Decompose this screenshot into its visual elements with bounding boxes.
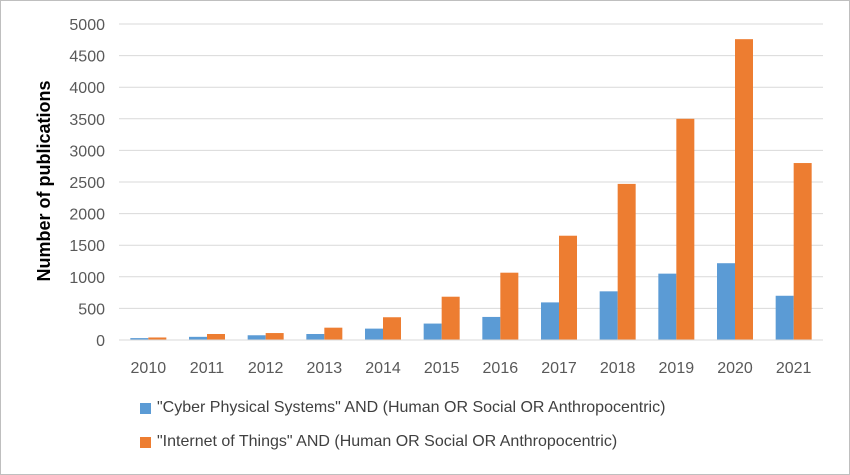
bar-iot-2015 xyxy=(441,296,460,340)
bar-cps-2010 xyxy=(130,338,149,340)
legend-item-iot: "Internet of Things" AND (Human OR Socia… xyxy=(140,433,617,451)
bar-iot-2018 xyxy=(617,183,636,340)
legend-label-iot: "Internet of Things" AND (Human OR Socia… xyxy=(157,433,618,450)
bar-iot-2014 xyxy=(383,317,401,340)
bar-cps-2012 xyxy=(247,335,266,340)
x-tick-label: 2020 xyxy=(717,360,753,377)
x-axis-ticks: 2010 2011 2012 2013 2014 2015 2016 2017 2018 2019… xyxy=(131,360,812,377)
bar-cps-2015 xyxy=(423,323,442,340)
y-tick-label: 2500 xyxy=(69,175,105,192)
y-tick-label: 2000 xyxy=(69,207,105,224)
y-axis-label: Number of publications xyxy=(34,80,54,281)
legend-swatch-iot xyxy=(140,436,151,448)
y-tick-label: 500 xyxy=(78,301,105,318)
bar-cps-2019 xyxy=(658,273,677,340)
x-tick-label: 2021 xyxy=(776,360,812,377)
bar-cps-2013 xyxy=(306,333,325,340)
bar-iot-2021 xyxy=(793,163,812,340)
bar-iot-2017 xyxy=(559,235,577,340)
y-tick-label: 1500 xyxy=(69,238,105,255)
gridlines xyxy=(119,23,823,309)
bar-cps-2017 xyxy=(541,302,559,340)
x-tick-label: 2017 xyxy=(541,360,577,377)
bar-cps-2014 xyxy=(365,328,383,340)
y-axis-ticks: 0 500 1000 1500 2000 2500 3000 3500 4000 4500 5000 xyxy=(69,17,105,350)
y-tick-label: 5000 xyxy=(69,17,105,34)
legend-item-cps: "Cyber Physical Systems" AND (Human OR S… xyxy=(140,399,665,417)
x-tick-label: 2011 xyxy=(190,360,225,377)
x-tick-label: 2019 xyxy=(659,360,695,377)
bar-iot-2012 xyxy=(265,333,284,340)
bar-iot-2010 xyxy=(148,337,167,340)
x-tick-label: 2013 xyxy=(307,360,343,377)
bar-cps-2016 xyxy=(482,316,501,340)
x-tick-label: 2014 xyxy=(365,360,401,377)
bar-cps-2021 xyxy=(775,295,794,340)
bar-iot-2011 xyxy=(207,333,225,340)
legend-label-cps: "Cyber Physical Systems" AND (Human OR S… xyxy=(157,399,666,416)
x-tick-label: 2012 xyxy=(248,360,284,377)
legend-swatch-cps xyxy=(140,402,151,414)
bar-iot-2019 xyxy=(676,118,695,340)
y-tick-label: 1000 xyxy=(69,270,105,287)
bar-iot-2020 xyxy=(735,39,753,340)
x-tick-label: 2016 xyxy=(483,360,519,377)
bar-cps-2011 xyxy=(189,336,207,340)
y-tick-label: 0 xyxy=(96,333,105,350)
y-tick-label: 4000 xyxy=(69,80,105,97)
x-tick-label: 2015 xyxy=(424,360,460,377)
y-tick-label: 3000 xyxy=(69,143,105,160)
bar-cps-2018 xyxy=(599,291,618,340)
y-tick-label: 4500 xyxy=(69,49,105,66)
bars xyxy=(130,39,812,340)
y-tick-label: 3500 xyxy=(69,112,105,129)
x-tick-label: 2018 xyxy=(600,360,636,377)
x-tick-label: 2010 xyxy=(131,360,167,377)
bar-iot-2016 xyxy=(500,272,519,340)
bar-cps-2020 xyxy=(717,263,735,340)
bar-iot-2013 xyxy=(324,327,343,340)
